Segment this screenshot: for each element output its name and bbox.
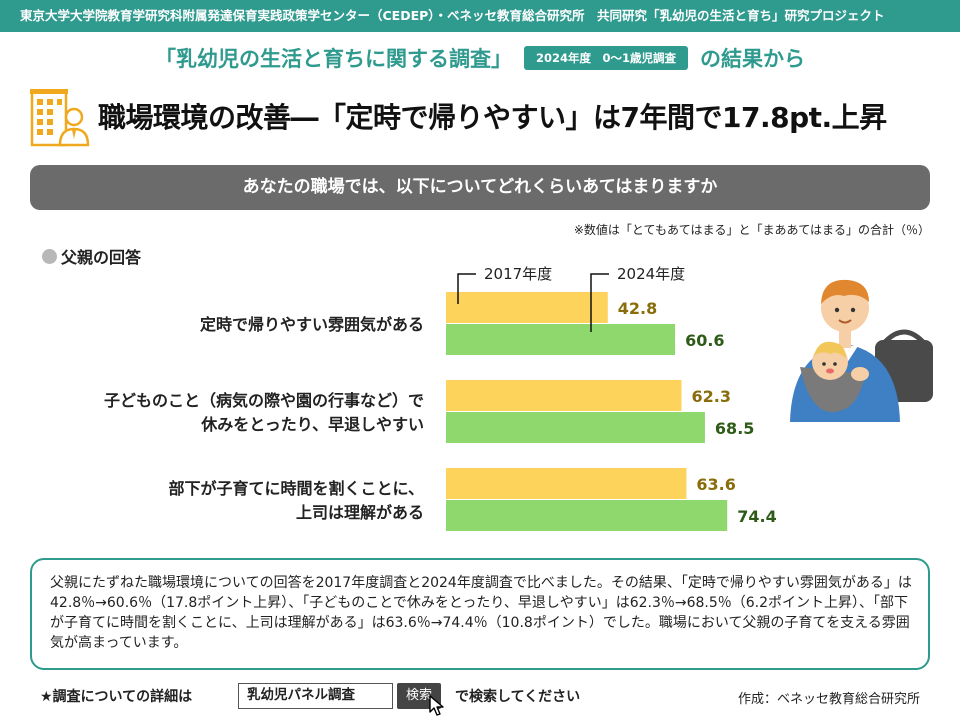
respondent-text: 父親の回答: [61, 248, 142, 267]
data-label: 62.3: [691, 387, 730, 406]
respondent-label: 父親の回答: [42, 244, 141, 268]
credit: 作成：ベネッセ教育総合研究所: [737, 692, 920, 707]
bar: [446, 380, 682, 411]
bar: [446, 468, 687, 499]
category-label: 定時で帰りやすい雰囲気がある: [199, 315, 424, 334]
data-label: 42.8: [618, 299, 657, 318]
value-note: ※数値は「とてもあてはまる」と「まああてはまる」の合計（％）: [573, 223, 930, 237]
legend-label: 2024年度: [617, 265, 685, 283]
top-banner: 東京大学大学院教育学研究科附属発達保育実践政策学センター（CEDEP）・ベネッセ…: [0, 0, 960, 32]
search-input[interactable]: 乳幼児パネル調査: [238, 683, 393, 709]
cursor-icon: [429, 695, 444, 716]
bar: [446, 412, 705, 443]
data-label: 68.5: [715, 419, 754, 438]
bullet-dot-icon: [42, 248, 57, 264]
office-worker-icon: [30, 89, 90, 147]
data-label: 63.6: [696, 475, 735, 494]
father-holding-baby-illustration: [790, 279, 933, 422]
category-label: 休みをとったり、早退しやすい: [200, 415, 424, 434]
summary-box: 父親にたずねた職場環境についての回答を2017年度調査と2024年度調査で比べま…: [30, 558, 930, 670]
legend-label: 2017年度: [484, 265, 552, 283]
bar-chart: 定時で帰りやすい雰囲気がある 42.8 60.6 子どものこと（病気の際や園の行事など…: [104, 265, 777, 531]
category-label: 子どものこと（病気の際や園の行事など）で: [104, 391, 424, 410]
category-label: 部下が子育てに時間を割くことに、: [168, 479, 424, 498]
legend-leader: [590, 273, 609, 332]
question-banner: あなたの職場では、以下についてどれくらいあてはまりますか: [30, 165, 930, 210]
footer: ★調査についての詳細は 乳幼児パネル調査 検索 で検索してください 作成：ベネッ…: [0, 680, 960, 716]
bar: [446, 500, 728, 531]
page-title: 職場環境の改善―「定時で帰りやすい」は7年間で17.8pt.上昇: [98, 101, 887, 134]
data-label: 60.6: [685, 331, 724, 350]
bar: [446, 324, 676, 355]
bar: [446, 292, 608, 323]
survey-subtitle-row: 「乳幼児の生活と育ちに関する調査」 2024年度 0～1歳児調査 の結果から: [0, 38, 960, 78]
survey-name: 「乳幼児の生活と育ちに関する調査」: [154, 47, 512, 71]
category-label: 上司は理解がある: [296, 503, 424, 522]
footer-lead: ★調査についての詳細は: [40, 689, 193, 705]
footer-tail: で検索してください: [455, 689, 581, 705]
legend-leader: [457, 273, 476, 304]
year-badge: 2024年度 0～1歳児調査: [523, 46, 688, 70]
survey-subtitle-tail: の結果から: [700, 47, 805, 71]
data-label: 74.4: [737, 507, 776, 526]
